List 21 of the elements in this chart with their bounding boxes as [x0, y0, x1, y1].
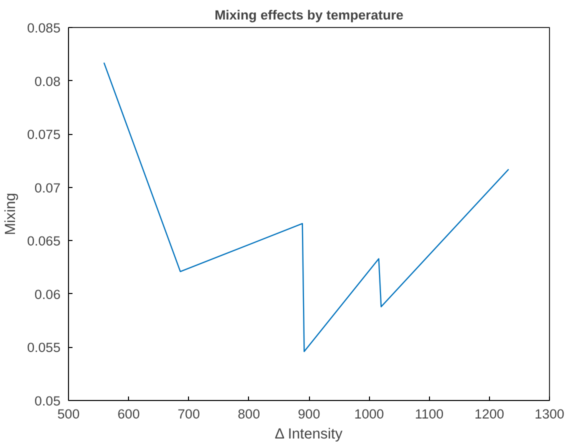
x-tick-label: 1200	[474, 406, 504, 422]
x-tick-label: 700	[178, 406, 200, 422]
y-tick-label: 0.075	[27, 127, 61, 142]
y-tick-label: 0.06	[34, 286, 61, 302]
y-tick-label: 0.055	[27, 340, 61, 356]
chart-title: Mixing effects by temperature	[214, 8, 404, 22]
y-tick-label: 0.085	[27, 20, 61, 36]
x-tick-label: 1300	[534, 406, 564, 422]
y-tick-label: 0.05	[34, 394, 61, 408]
x-tick-label: 500	[57, 406, 80, 422]
y-tick-label: 0.07	[34, 180, 61, 196]
line-series	[103, 62, 510, 352]
x-tick-label: 600	[118, 406, 140, 422]
y-tick-label: 0.065	[27, 234, 61, 249]
y-axis-title: Mixing	[3, 192, 20, 236]
y-tick-label: 0.08	[34, 74, 61, 89]
x-tick-label: 1000	[354, 406, 384, 422]
x-tick-label: 1100	[414, 406, 444, 422]
x-tick-label: 900	[298, 406, 320, 422]
x-axis-title: Δ Intensity	[274, 426, 344, 442]
x-tick-label: 800	[238, 406, 260, 422]
